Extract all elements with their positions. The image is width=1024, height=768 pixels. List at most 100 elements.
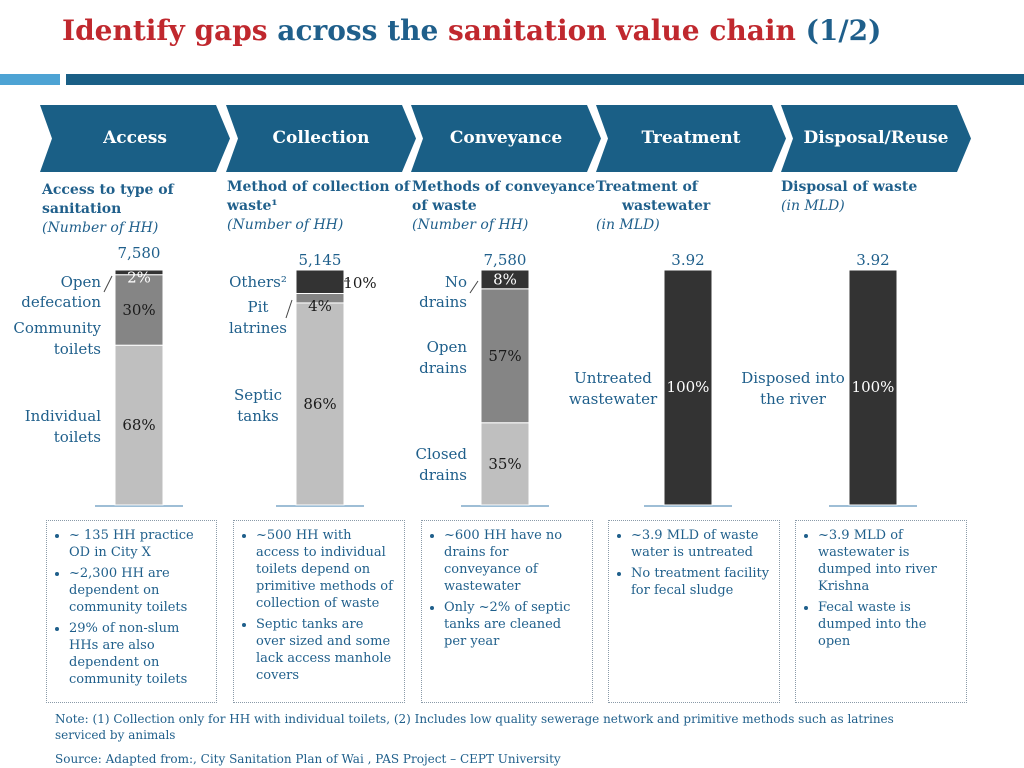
header-line1: Methods of conveyance <box>412 179 596 195</box>
total-label: 7,580 <box>484 251 527 269</box>
total-label: 7,580 <box>118 244 161 262</box>
chevron-access: Access <box>40 105 230 172</box>
header-line2: wastewater <box>622 198 711 214</box>
header-access: Access to type of sanitation (Number of … <box>42 181 174 238</box>
category-label: drains <box>419 293 467 311</box>
category-label: No <box>445 273 467 291</box>
source-line: Source: Adapted from:, City Sanitation P… <box>55 752 561 766</box>
header-line1: Access to type of <box>42 182 174 198</box>
category-label: Closed <box>416 445 468 463</box>
data-label: 68% <box>122 416 155 434</box>
bullet-item: ~3.9 MLD of waste water is untreated <box>631 527 771 561</box>
category-label: tanks <box>237 407 278 425</box>
header-line1: Method of collection of <box>227 179 410 195</box>
header-treatment: Treatment of wastewater (in MLD) <box>596 178 710 235</box>
header-line1: Treatment of <box>596 179 698 195</box>
chevron-collection: Collection <box>226 105 416 172</box>
title-part-2: across the <box>267 14 449 47</box>
bar-segment <box>114 274 164 346</box>
bullet-item: ~2,300 HH are dependent on community toi… <box>69 565 208 616</box>
chevron-treatment: Treatment <box>596 105 786 172</box>
bullet-item: ~600 HH have no drains for conveyance of… <box>444 527 584 595</box>
category-label: toilets <box>54 340 101 358</box>
chevron-label: Access <box>103 128 167 148</box>
footnote: Note: (1) Collection only for HH with in… <box>55 712 894 742</box>
data-label: 30% <box>122 301 155 319</box>
header-line2: of waste <box>412 198 477 214</box>
bullet-item: Fecal waste is dumped into the open <box>818 599 958 650</box>
insight-box-disposal: ~3.9 MLD of wastewater is dumped into ri… <box>795 520 967 703</box>
header-sub: (Number of HH) <box>227 217 344 233</box>
data-label: 4% <box>308 297 332 315</box>
total-label: 3.92 <box>856 251 889 269</box>
chevron-disposal: Disposal/Reuse <box>781 105 971 172</box>
insight-box-treatment: ~3.9 MLD of waste water is untreated No t… <box>608 520 780 703</box>
chevron-label: Disposal/Reuse <box>803 128 949 148</box>
data-label: 10% <box>343 274 376 292</box>
title-part-3: sanitation value chain <box>448 14 796 47</box>
bullet-item: 29% of non-slum HHs are also dependent o… <box>69 620 208 688</box>
bullet-item: Septic tanks are over sized and some lac… <box>256 616 396 684</box>
accent-bar-left <box>0 74 60 85</box>
category-label: Others² <box>229 273 287 291</box>
bullet-item: ~ 135 HH practice OD in City X <box>69 527 208 561</box>
header-line2: sanitation <box>42 201 122 217</box>
category-label: Open <box>427 338 468 356</box>
category-label: defecation <box>21 293 101 311</box>
leader-line <box>469 280 479 294</box>
header-conveyance: Methods of conveyance of waste (Number o… <box>412 178 595 235</box>
data-label: 57% <box>488 347 521 365</box>
bar-segment <box>114 269 164 276</box>
value-chain: Access Collection Conveyance Treatment D… <box>40 105 975 172</box>
header-line2: waste¹ <box>227 198 278 214</box>
category-label: drains <box>419 466 467 484</box>
category-label: toilets <box>54 428 101 446</box>
header-sub: (Number of HH) <box>412 217 529 233</box>
bullet-item: ~3.9 MLD of wastewater is dumped into ri… <box>818 527 958 595</box>
leader-line <box>285 299 293 319</box>
data-label: 8% <box>493 270 517 288</box>
insight-box-access: ~ 135 HH practice OD in City X ~2,300 HH … <box>46 520 217 703</box>
bar-segment <box>295 269 345 294</box>
header-sub: (in MLD) <box>781 198 845 214</box>
data-label: 100% <box>852 378 895 396</box>
title-part-1: Identify gaps <box>62 14 268 47</box>
bullet-item: Only ~2% of septic tanks are cleaned per… <box>444 599 584 650</box>
bar-segment <box>848 269 898 506</box>
category-label: Individual <box>25 407 101 425</box>
bullet-item: ~500 HH with access to individual toilet… <box>256 527 396 612</box>
page-title: Identify gaps across the sanitation valu… <box>62 14 881 47</box>
bar-segment <box>480 269 530 290</box>
header-sub: (in MLD) <box>596 217 660 233</box>
category-label: Open <box>61 273 102 291</box>
bullet-item: No treatment facility for fecal sludge <box>631 565 771 599</box>
chevron-conveyance: Conveyance <box>411 105 601 172</box>
bar-segment <box>480 288 530 424</box>
insight-box-conveyance: ~600 HH have no drains for conveyance of… <box>421 520 593 703</box>
total-label: 5,145 <box>299 251 342 269</box>
data-label: 86% <box>303 395 336 413</box>
bar-segment <box>114 344 164 506</box>
category-label: Community <box>13 319 101 337</box>
data-label: 2% <box>127 269 151 287</box>
leader-line <box>103 275 113 293</box>
category-label: Disposed into <box>741 369 845 387</box>
category-label: Pit <box>248 298 269 316</box>
category-label: the river <box>760 390 827 408</box>
title-part-4: (1/2) <box>795 14 882 47</box>
accent-bar-right <box>66 74 1024 85</box>
data-label: 35% <box>488 455 521 473</box>
chevron-label: Treatment <box>641 128 741 148</box>
header-sub: (Number of HH) <box>42 220 159 236</box>
bar-segment <box>295 302 345 506</box>
category-label: Untreated <box>574 369 652 387</box>
category-label: wastewater <box>569 390 658 408</box>
header-line1: Disposal of waste <box>781 179 918 195</box>
header-disposal: Disposal of waste (in MLD) <box>781 178 917 216</box>
chevron-label: Collection <box>272 128 370 148</box>
category-label: Septic <box>234 386 282 404</box>
header-collection: Method of collection of waste¹ (Number o… <box>227 178 410 235</box>
chevron-label: Conveyance <box>449 128 563 148</box>
insight-box-collection: ~500 HH with access to individual toilet… <box>233 520 405 703</box>
bar-segment <box>663 269 713 506</box>
